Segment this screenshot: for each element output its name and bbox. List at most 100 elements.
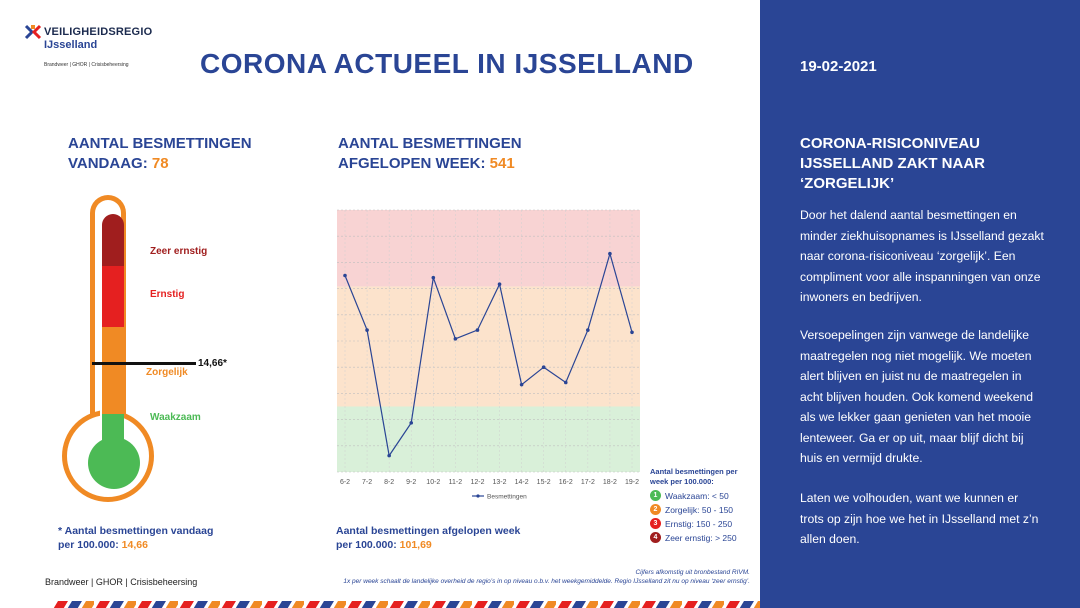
x-tick-label: 7-2 [362, 479, 372, 486]
sidebar-text-line: minder ziekhuisopnames is IJsselland gez… [800, 228, 1044, 243]
sidebar-paragraph-2: Versoepelingen zijn vanwege de landelijk… [800, 325, 1062, 469]
sidebar-text-line: Laten we volhouden, want we kunnen er [800, 491, 1019, 505]
data-point [431, 275, 436, 280]
main-panel: VEILIGHEIDSREGIO IJsselland Brandweer | … [24, 24, 760, 608]
sidebar-text-line: compliment voor alle inspanningen van on… [800, 269, 1041, 284]
week-heading-prefix: AFGELOPEN WEEK: [338, 155, 490, 172]
sidebar-text-line: huis en vermijd drukte. [800, 451, 923, 465]
x-tick-label: 13-2 [493, 479, 507, 486]
data-point [586, 328, 590, 332]
risk-legend-title: Aantal besmettingen per week per 100.000… [650, 467, 738, 486]
data-point [343, 273, 347, 278]
today-footnote: * Aantal besmettingen vandaag per 100.00… [58, 524, 213, 552]
sidebar-title-line: ‘ZORGELIJK’ [800, 175, 895, 192]
thermometer-bulb-fill [88, 437, 140, 489]
x-tick-label: 11-2 [449, 479, 463, 486]
data-point [365, 328, 369, 332]
sidebar-text-line: naar corona-risiconiveau ‘zorgelijk’. Ee… [800, 249, 1016, 263]
x-tick-label: 16-2 [559, 479, 573, 486]
data-point [630, 330, 634, 335]
today-footnote-prefix: per 100.000: [58, 539, 122, 551]
number-4-icon: 4 [650, 532, 661, 543]
legend-series-label: Besmettingen [487, 494, 527, 501]
sidebar-paragraph-3: Laten we volhouden, want we kunnen er tr… [800, 488, 1062, 550]
risk-legend-item: 2 Zorgelijk: 50 - 150 [650, 504, 755, 515]
level-label-ernstig: Ernstig [150, 289, 185, 300]
data-point [475, 328, 480, 332]
current-level-value: 14,66* [198, 358, 227, 369]
x-tick-label: 19-2 [625, 479, 639, 486]
week-chart-svg: 6-2 7-2 8-2 9-2 10-2 11-2 12-2 13-2 14-2 15-2 16-2… [337, 209, 640, 501]
number-1-icon: 1 [650, 490, 661, 501]
data-point [409, 421, 414, 425]
page-title: CORONA ACTUEEL IN IJSSELLAND [200, 48, 694, 79]
today-footnote-line1: * Aantal besmettingen vandaag [58, 525, 214, 537]
week-heading: AANTAL BESMETTINGEN AFGELOPEN WEEK: 541 [338, 134, 522, 174]
sidebar-title: CORONA-RISICONIVEAU IJSSELLAND ZAKT NAAR… [800, 134, 1060, 194]
x-tick-label: 18-2 [603, 479, 617, 486]
risk-legend-label: Waakzaam: < 50 [665, 490, 729, 501]
sidebar-text-line: acht blijven houden. Ook komend weekend [800, 389, 1034, 404]
week-footnote: Aantal besmettingen afgelopen week per 1… [336, 524, 520, 552]
x-tick-label: 15-2 [537, 479, 551, 486]
x-tick-label: 14-2 [515, 479, 529, 486]
week-footnote-line1: Aantal besmettingen afgelopen week [336, 525, 521, 537]
logo-mark-icon [24, 24, 42, 40]
x-tick-label: 9-2 [406, 479, 416, 486]
x-tick-label: 17-2 [581, 479, 595, 486]
sidebar-title-line: IJSSELLAND ZAKT NAAR [800, 155, 986, 172]
source-line1: Cijfers afkomstig uit bronbestand RIVM. [635, 569, 750, 576]
x-tick-label: 8-2 [384, 479, 394, 486]
number-2-icon: 2 [650, 504, 661, 515]
legend-point-swatch [476, 494, 480, 498]
sidebar-text-line: Door het dalend aantal besmettingen en [800, 208, 1017, 222]
data-point [541, 365, 546, 369]
org-footer: Brandweer | GHOR | Crisisbeheersing [45, 577, 198, 587]
sidebar-text-line: allen doen. [800, 532, 860, 546]
level-ernstig-segment [102, 266, 124, 327]
today-heading-prefix: VANDAAG: [68, 155, 152, 172]
sidebar-title-line: CORONA-RISICONIVEAU [800, 135, 981, 152]
data-point [387, 453, 391, 458]
source-line2: 1x per week schaalt de landelijke overhe… [343, 578, 750, 585]
risk-level-legend: Aantal besmettingen per week per 100.000… [650, 467, 755, 543]
level-label-waakzaam: Waakzaam [150, 412, 201, 423]
source-note: Cijfers afkomstig uit bronbestand RIVM. … [343, 568, 750, 586]
thermometer [62, 195, 172, 520]
week-value: 541 [489, 155, 515, 172]
series-line [344, 251, 633, 458]
risk-legend-item: 1 Waakzaam: < 50 [650, 490, 755, 501]
logo-text-line2: IJsselland [44, 39, 98, 51]
risk-legend-item: 4 Zeer ernstig: > 250 [650, 532, 755, 543]
current-level-marker [92, 362, 196, 365]
risk-legend-label: Zeer ernstig: > 250 [665, 532, 737, 543]
logo-text-line1: VEILIGHEIDSREGIO [44, 26, 153, 38]
sidebar-text-line: inwoners en bedrijven. [800, 290, 922, 304]
sidebar-text-line: alert blijven en juist nu de maatregelen… [800, 369, 1022, 383]
week-heading-line1: AANTAL BESMETTINGEN [338, 135, 522, 152]
sidebar [760, 0, 1080, 608]
data-point [563, 380, 568, 385]
level-zorgelijk-segment [102, 327, 124, 414]
week-footnote-value: 101,69 [399, 539, 432, 551]
risk-band [337, 286, 640, 407]
level-zeer-ernstig-segment [102, 214, 124, 266]
week-footnote-line2: per 100.000: 101,69 [336, 538, 520, 552]
today-footnote-line2: per 100.000: 14,66 [58, 538, 213, 552]
today-footnote-value: 14,66 [121, 539, 148, 551]
x-tick-label: 6-2 [340, 479, 350, 486]
week-heading-line2: AFGELOPEN WEEK: 541 [338, 154, 522, 174]
data-point [519, 382, 524, 387]
risk-legend-label: Zorgelijk: 50 - 150 [665, 504, 734, 515]
today-heading-line2: VANDAAG: 78 [68, 154, 252, 174]
airmail-stripe [52, 598, 760, 608]
logo-subtext: Brandweer | GHOR | Crisisbeheersing [44, 62, 129, 68]
date-label: 19-02-2021 [800, 58, 877, 75]
data-point [497, 282, 502, 287]
sidebar-text-line: Versoepelingen zijn vanwege de landelijk… [800, 328, 1030, 342]
data-point [453, 337, 458, 341]
today-heading: AANTAL BESMETTINGEN VANDAAG: 78 [68, 134, 252, 174]
today-value: 78 [151, 155, 169, 172]
risk-legend-item: 3 Ernstig: 150 - 250 [650, 518, 755, 529]
x-tick-label: 12-2 [470, 479, 484, 486]
